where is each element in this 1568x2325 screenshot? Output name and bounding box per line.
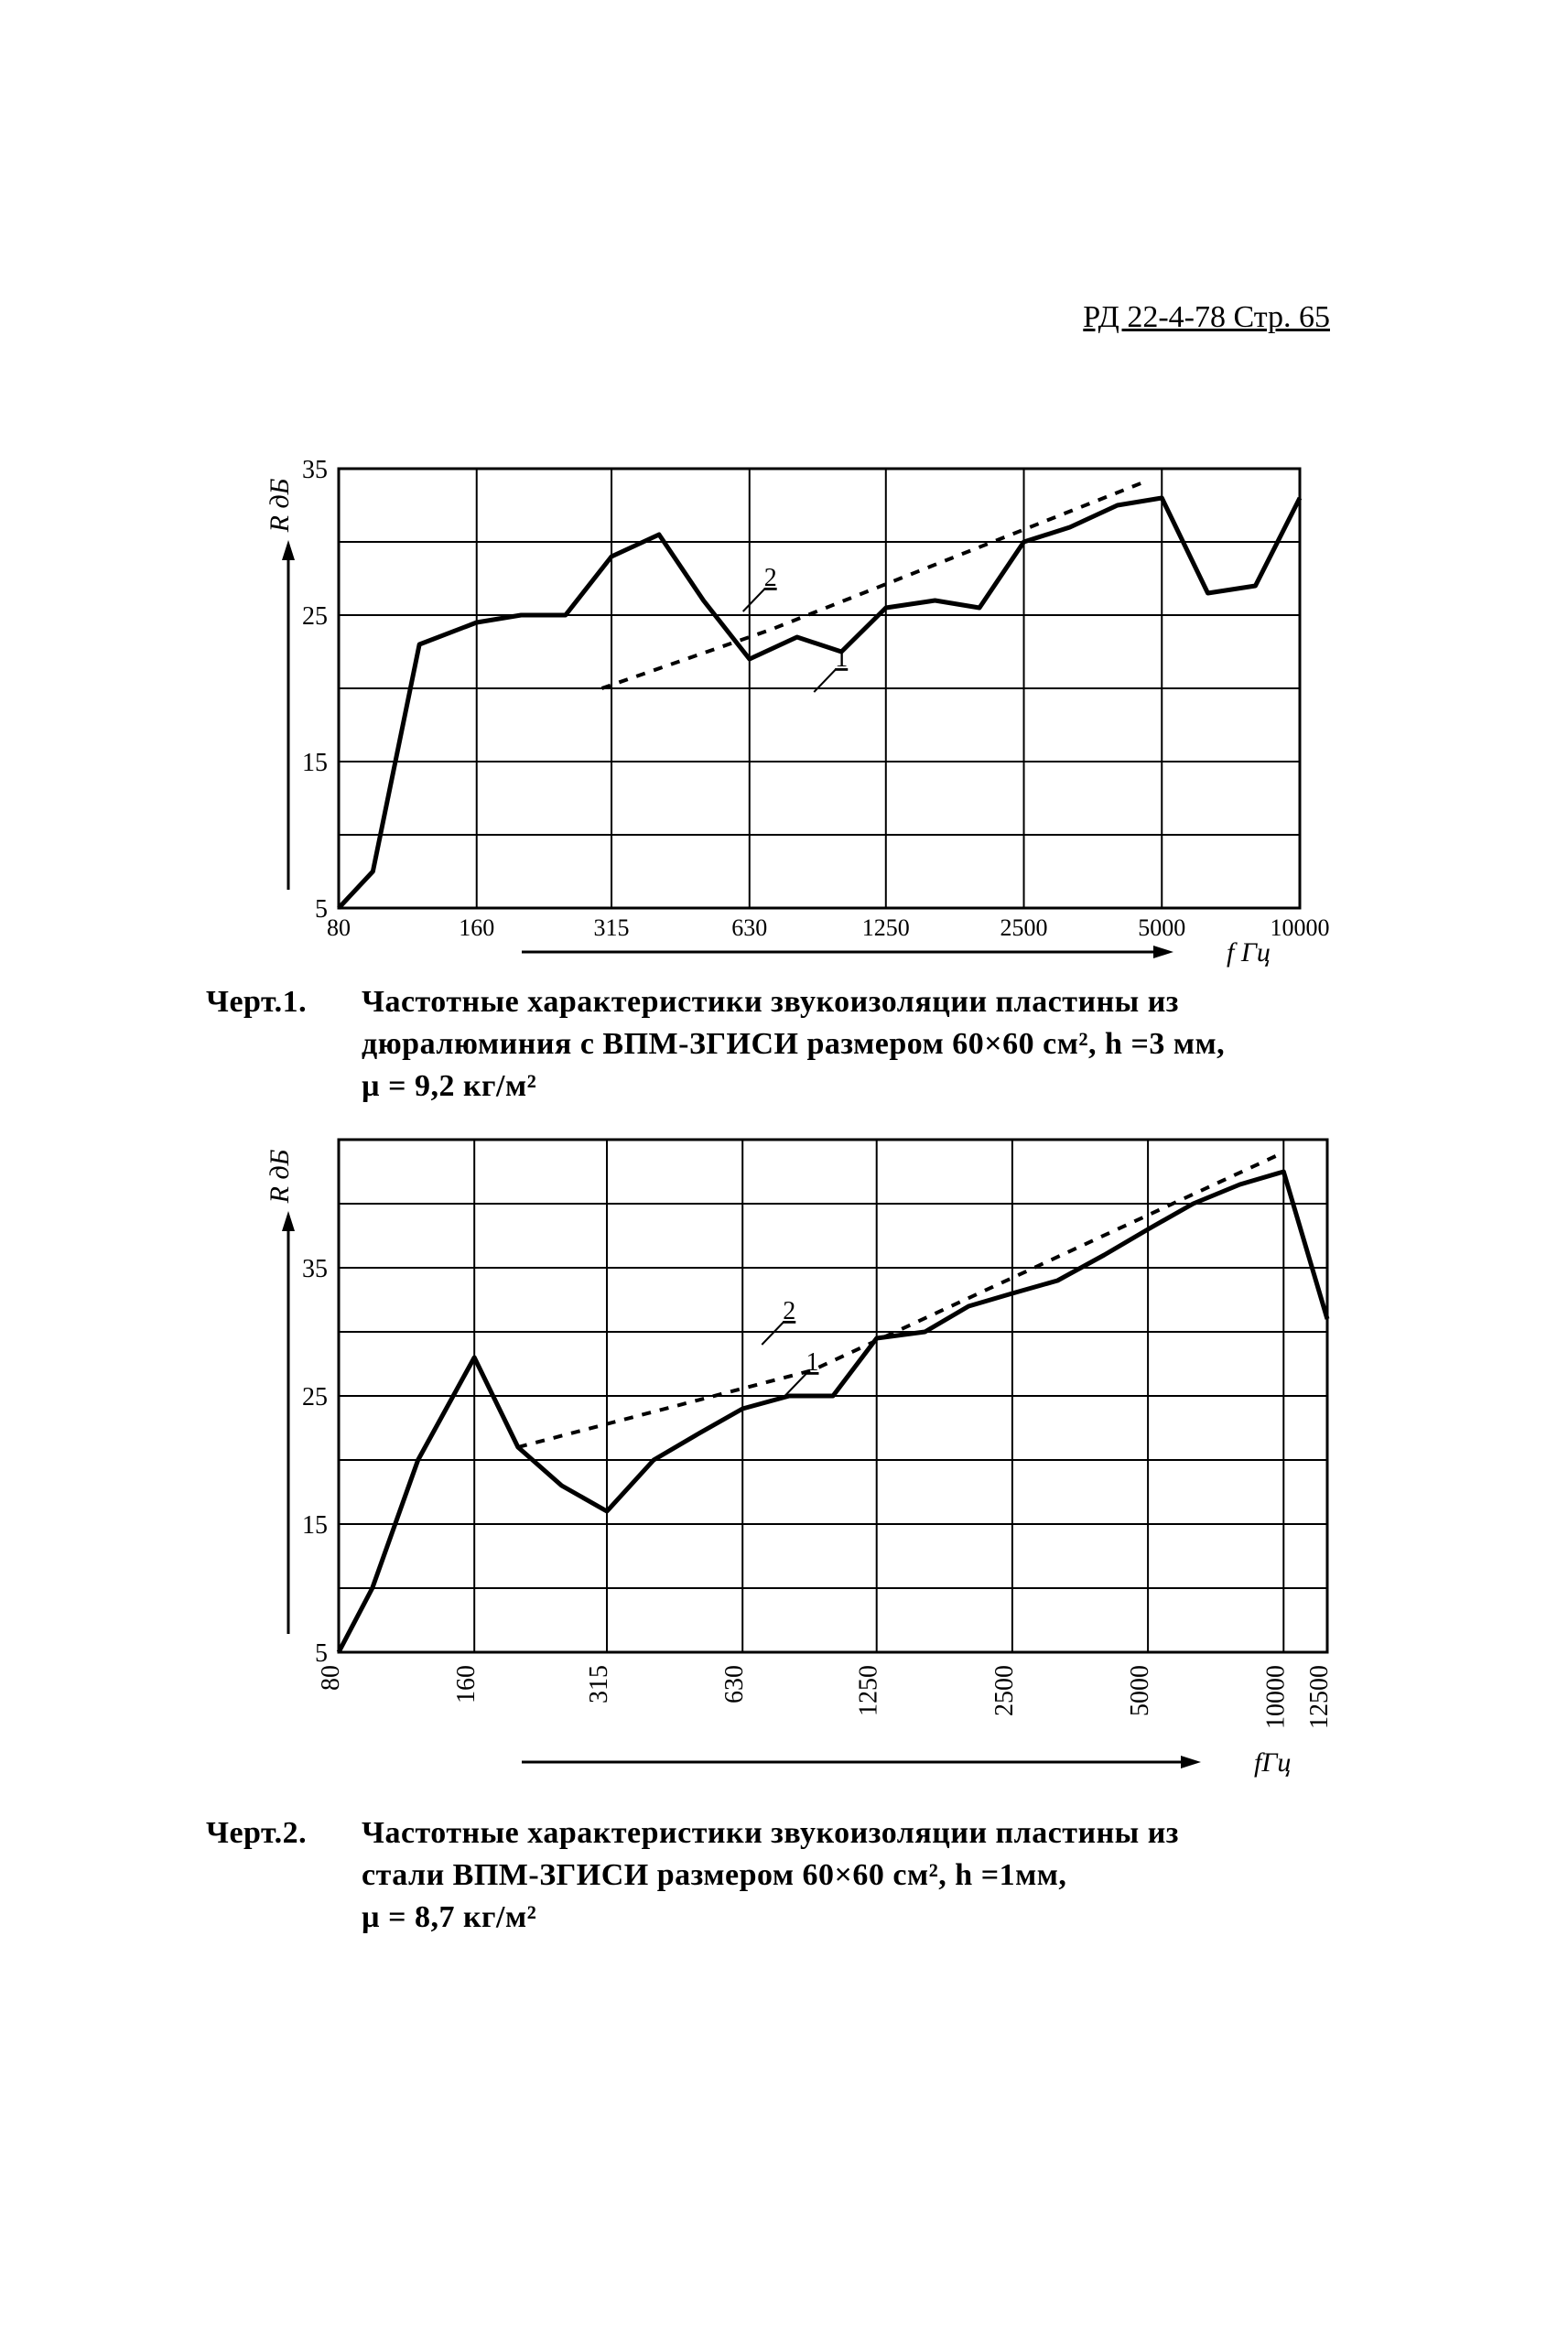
svg-text:5000: 5000 xyxy=(1126,1665,1154,1716)
caption-2-text: Частотные характеристики звукоизоляции п… xyxy=(362,1812,1304,1939)
svg-text:25: 25 xyxy=(302,1383,328,1411)
svg-text:1250: 1250 xyxy=(862,914,910,941)
cap2-l0: Частотные характеристики звукоизоляции п… xyxy=(362,1816,1179,1850)
svg-text:15: 15 xyxy=(302,1511,328,1540)
svg-text:R дБ: R дБ xyxy=(265,478,295,533)
svg-text:1: 1 xyxy=(835,644,848,673)
caption-2: Черт.2. Частотные характеристики звукоиз… xyxy=(206,1812,1304,1939)
svg-text:2500: 2500 xyxy=(1000,914,1048,941)
caption-1: Черт.1. Частотные характеристики звукоиз… xyxy=(206,981,1304,1108)
figure-1: 80 160 315 630 1250 2500 5000 10000 5 15 25 35 1 2 R д… xyxy=(238,450,1336,977)
caption-1-text: Частотные характеристики звукоизоляции п… xyxy=(362,981,1304,1108)
svg-text:630: 630 xyxy=(731,914,767,941)
cap2-l1: стали ВПМ-ЗГИСИ размером 60×60 см², h =1… xyxy=(362,1858,1066,1892)
svg-text:2: 2 xyxy=(783,1297,795,1325)
svg-text:f Гц: f Гц xyxy=(1227,937,1271,968)
svg-text:315: 315 xyxy=(594,914,630,941)
svg-text:5: 5 xyxy=(315,1639,328,1668)
svg-text:80: 80 xyxy=(317,1665,345,1691)
chart-1: 80 160 315 630 1250 2500 5000 10000 5 15 25 35 1 2 R д… xyxy=(238,450,1336,972)
svg-text:25: 25 xyxy=(302,602,328,631)
svg-text:80: 80 xyxy=(327,914,351,941)
chart-2: 80 160 315 630 1250 2500 5000 10000 12500 5 15 25 35… xyxy=(238,1130,1364,1799)
caption-2-label: Черт.2. xyxy=(206,1812,362,1855)
svg-text:fГц: fГц xyxy=(1254,1747,1291,1778)
cap2-l2: µ = 8,7 кг/м² xyxy=(362,1900,536,1934)
svg-text:12500: 12500 xyxy=(1305,1665,1334,1729)
cap1-l0: Частотные характеристики звукоизоляции п… xyxy=(362,985,1179,1019)
svg-text:315: 315 xyxy=(585,1665,613,1703)
caption-1-label: Черт.1. xyxy=(206,981,362,1023)
svg-text:10000: 10000 xyxy=(1271,914,1330,941)
svg-text:160: 160 xyxy=(459,914,494,941)
svg-text:2: 2 xyxy=(764,564,777,592)
svg-text:1250: 1250 xyxy=(855,1665,883,1716)
svg-text:630: 630 xyxy=(720,1665,749,1703)
svg-text:15: 15 xyxy=(302,749,328,777)
svg-text:5000: 5000 xyxy=(1138,914,1185,941)
svg-text:5: 5 xyxy=(315,895,328,924)
svg-text:160: 160 xyxy=(452,1665,481,1703)
cap1-l2: µ = 9,2 кг/м² xyxy=(362,1069,536,1103)
cap1-l1: дюралюминия с ВПМ-ЗГИСИ размером 60×60 с… xyxy=(362,1027,1225,1061)
svg-text:35: 35 xyxy=(302,456,328,484)
svg-text:R дБ: R дБ xyxy=(265,1149,295,1204)
page-header: РД 22-4-78 Стр. 65 xyxy=(1083,300,1330,335)
svg-text:2500: 2500 xyxy=(990,1665,1019,1716)
figure-2: 80 160 315 630 1250 2500 5000 10000 12500 5 15 25 35… xyxy=(238,1130,1364,1803)
svg-text:10000: 10000 xyxy=(1261,1665,1290,1729)
svg-text:35: 35 xyxy=(302,1255,328,1283)
svg-text:1: 1 xyxy=(806,1348,818,1377)
